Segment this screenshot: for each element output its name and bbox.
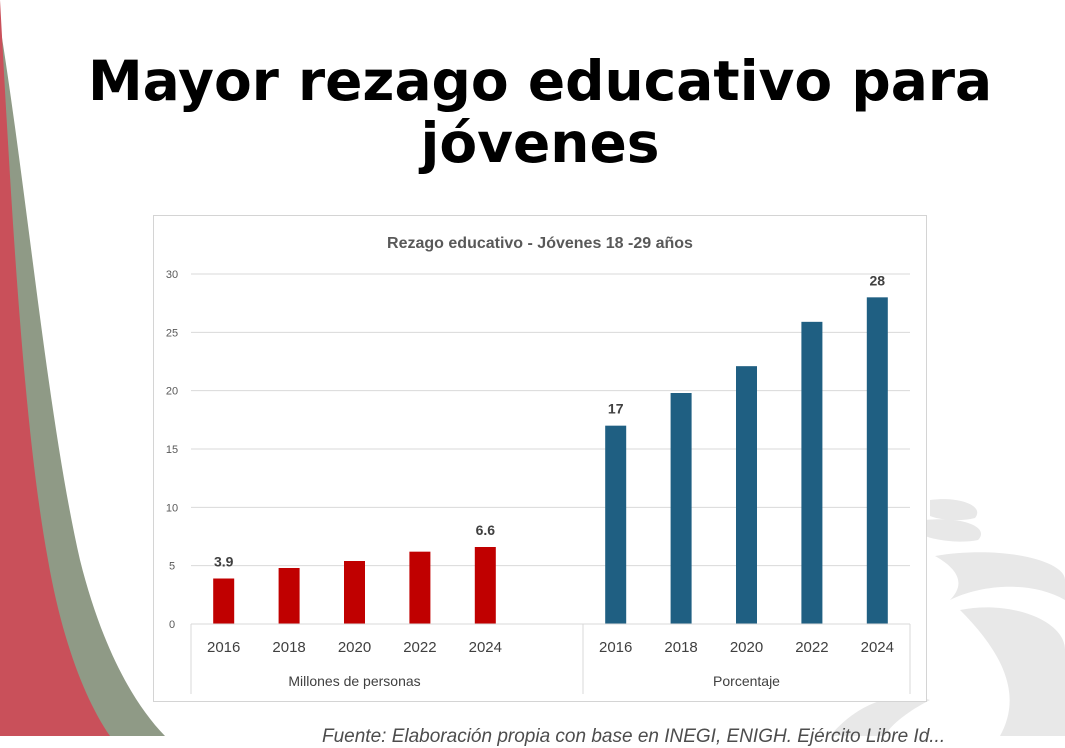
x-category-label: 2016 bbox=[207, 639, 240, 656]
chart-title: Rezago educativo - Jóvenes 18 -29 años bbox=[387, 235, 693, 252]
data-labels: 3.9 6.6 17 28 bbox=[214, 272, 885, 569]
bar bbox=[409, 551, 431, 624]
chart-container: Rezago educativo - Jóvenes 18 -29 años 0… bbox=[153, 215, 927, 702]
bar bbox=[605, 425, 627, 624]
hand-watermark-icon bbox=[830, 499, 1065, 736]
x-category-label: 2020 bbox=[730, 639, 763, 656]
x-axis: 2016 2018 2020 2022 2024 Millones de personas… bbox=[190, 623, 911, 694]
data-label: 17 bbox=[608, 401, 624, 417]
data-label: 28 bbox=[870, 272, 886, 288]
x-category-label: 2020 bbox=[338, 639, 371, 656]
bar bbox=[670, 393, 692, 624]
x-group-label: Porcentaje bbox=[713, 673, 780, 689]
slide-title-line-2: jóvenes bbox=[420, 111, 660, 175]
y-tick-label: 30 bbox=[166, 269, 178, 281]
x-category-label: 2024 bbox=[469, 639, 502, 656]
bar bbox=[213, 578, 235, 624]
x-group-label: Millones de personas bbox=[288, 673, 420, 689]
bar-chart: Rezago educativo - Jóvenes 18 -29 años 0… bbox=[166, 235, 911, 694]
x-category-label: 2018 bbox=[272, 639, 305, 656]
bar bbox=[801, 321, 823, 624]
x-category-label: 2022 bbox=[795, 639, 828, 656]
y-tick-label: 20 bbox=[166, 386, 178, 398]
y-tick-label: 15 bbox=[166, 444, 178, 456]
x-category-label: 2024 bbox=[861, 639, 894, 656]
data-label: 3.9 bbox=[214, 554, 234, 570]
bar bbox=[736, 366, 757, 624]
y-tick-label: 0 bbox=[169, 619, 175, 631]
x-category-label: 2018 bbox=[664, 639, 697, 656]
slide-title: Mayor rezago educativo para jóvenes bbox=[0, 50, 1065, 174]
source-note: Fuente: Elaboración propia con base en I… bbox=[322, 726, 946, 747]
bar bbox=[866, 297, 888, 624]
data-label: 6.6 bbox=[476, 522, 496, 538]
y-tick-label: 5 bbox=[169, 561, 175, 573]
y-tick-label: 25 bbox=[166, 327, 178, 339]
slide-title-line-1: Mayor rezago educativo para bbox=[87, 49, 993, 113]
x-category-label: 2016 bbox=[599, 639, 632, 656]
bars bbox=[213, 297, 888, 624]
bar bbox=[278, 568, 300, 624]
bar bbox=[474, 547, 496, 624]
y-tick-label: 10 bbox=[166, 502, 178, 514]
red-band-shape bbox=[0, 0, 110, 736]
bar bbox=[344, 561, 365, 624]
y-axis-ticks: 0 5 10 15 20 25 30 bbox=[166, 269, 178, 631]
x-category-label: 2022 bbox=[403, 639, 436, 656]
